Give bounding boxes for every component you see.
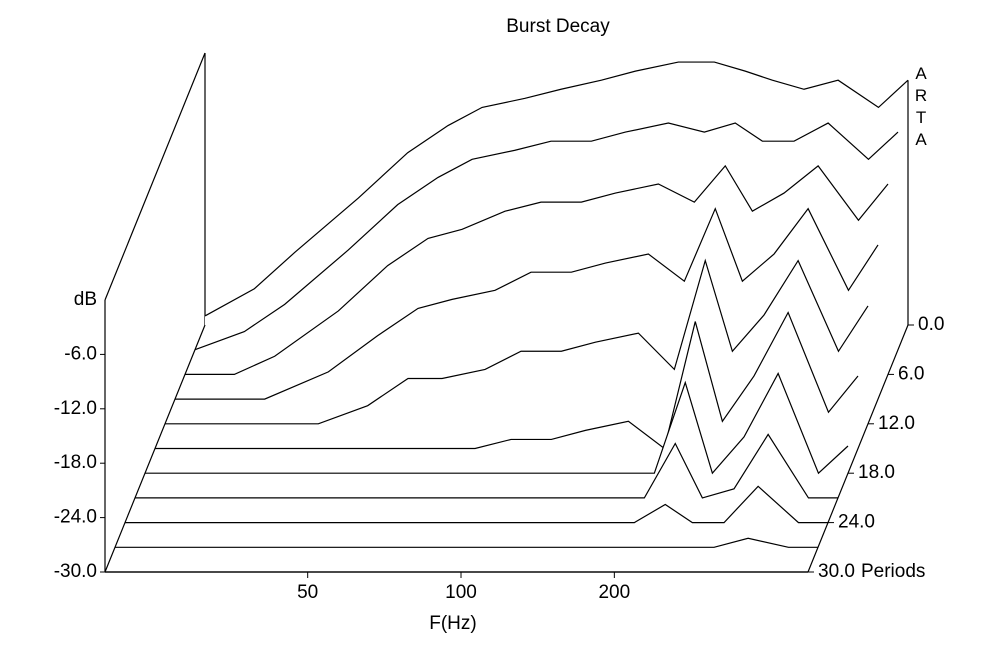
slice-line bbox=[185, 164, 889, 375]
slice-line bbox=[155, 311, 859, 450]
y-tick-label: -12.0 bbox=[54, 398, 97, 419]
x-tick-label: 50 bbox=[297, 582, 318, 603]
slice-fill bbox=[125, 486, 828, 523]
slice-line bbox=[194, 122, 899, 351]
y-tick-label: -6.0 bbox=[64, 343, 97, 364]
watermark: ARTA bbox=[912, 64, 931, 152]
side-wall-edge bbox=[104, 52, 206, 301]
y-tick-label: -18.0 bbox=[54, 452, 97, 473]
z-tick-label: 24.0 bbox=[838, 512, 875, 533]
slice-line bbox=[125, 485, 828, 524]
x-axis-label: F(Hz) bbox=[429, 613, 476, 634]
z-tick-label: 0.0 bbox=[918, 314, 944, 335]
z-axis bbox=[807, 324, 909, 573]
chart-title: Burst Decay bbox=[506, 16, 610, 37]
y-tick-label: -24.0 bbox=[54, 507, 97, 528]
slice-line bbox=[175, 207, 879, 400]
slice-fill bbox=[115, 538, 818, 548]
z-axis-label: Periods bbox=[861, 561, 925, 582]
z-tick-label: 12.0 bbox=[878, 413, 915, 434]
x-tick-label: 100 bbox=[445, 582, 477, 603]
slice-line bbox=[135, 433, 838, 499]
z-tick-label: 18.0 bbox=[858, 462, 895, 483]
z-tick-label: 30.0 bbox=[818, 561, 855, 582]
z-tick-label: 6.0 bbox=[898, 363, 924, 384]
slice-line bbox=[165, 258, 869, 425]
slice-line bbox=[115, 537, 818, 548]
x-tick-label: 200 bbox=[598, 582, 630, 603]
slice-line bbox=[145, 372, 849, 475]
slice-line bbox=[204, 61, 909, 317]
y-axis-label: dB bbox=[74, 289, 97, 310]
y-tick-label: -30.0 bbox=[54, 561, 97, 582]
slice-fill bbox=[135, 434, 838, 498]
